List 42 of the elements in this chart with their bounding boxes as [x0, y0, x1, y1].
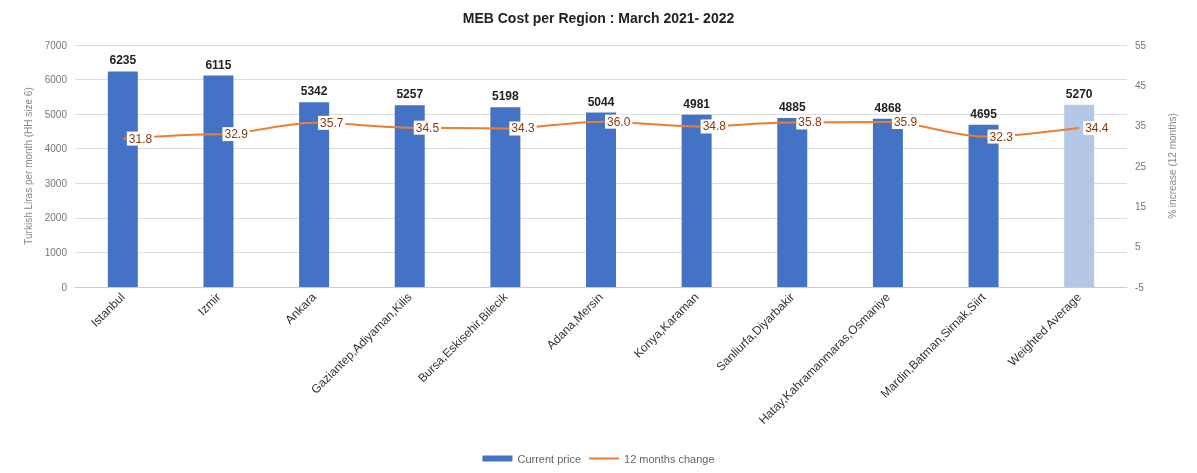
legend-label: 12 months change — [624, 452, 715, 465]
data-label: 4695 — [970, 106, 998, 121]
y-tick-label: 7000 — [44, 39, 68, 51]
data-label: 36.0 — [607, 114, 631, 129]
data-label: 5044 — [587, 94, 615, 109]
data-label: 32.3 — [989, 129, 1014, 144]
data-label: 5342 — [300, 84, 328, 99]
y2-tick-label: 15 — [1135, 200, 1147, 212]
data-label: 35.7 — [320, 115, 344, 130]
y2-tick-label: 5 — [1135, 241, 1141, 253]
data-label: 6235 — [109, 53, 137, 68]
y-tick-label: 6000 — [44, 74, 68, 86]
y-tick-label: 5000 — [44, 108, 68, 120]
data-label: 5257 — [396, 87, 424, 102]
data-label: 5198 — [492, 89, 520, 104]
y-tick-label: 3000 — [44, 177, 68, 189]
data-label: 34.4 — [1085, 121, 1109, 136]
data-label: 6115 — [205, 57, 232, 72]
y-tick-label: 0 — [61, 281, 68, 293]
data-label: 35.8 — [798, 115, 822, 130]
data-label: 34.5 — [415, 120, 440, 135]
y2-tick-label: 55 — [1135, 39, 1147, 51]
y-tick-label: 4000 — [44, 143, 68, 155]
data-label: 4885 — [778, 100, 806, 115]
y2-tick-label: 45 — [1135, 79, 1147, 91]
y2-tick-label: 35 — [1135, 120, 1147, 132]
data-label: 5270 — [1065, 86, 1093, 101]
data-label: 4868 — [874, 100, 902, 115]
data-label: 34.3 — [511, 121, 536, 136]
y2-tick-label: -5 — [1135, 281, 1145, 293]
data-label: 4981 — [683, 96, 711, 111]
data-label: 31.8 — [128, 131, 153, 146]
y2-axis-title: % increase (12 months) — [1166, 113, 1178, 219]
y-tick-label: 2000 — [44, 212, 68, 224]
chart-title: MEB Cost per Region : March 2021- 2022 — [462, 10, 735, 26]
data-label: 35.9 — [893, 115, 918, 130]
legend-label: Current price — [517, 452, 582, 465]
y-axis-title: Turkish Liras per month (HH size 6) — [23, 87, 35, 245]
y-tick-label: 1000 — [44, 246, 68, 258]
data-label: 32.9 — [224, 127, 249, 142]
y2-tick-label: 25 — [1135, 160, 1147, 172]
data-label: 34.8 — [702, 119, 727, 134]
